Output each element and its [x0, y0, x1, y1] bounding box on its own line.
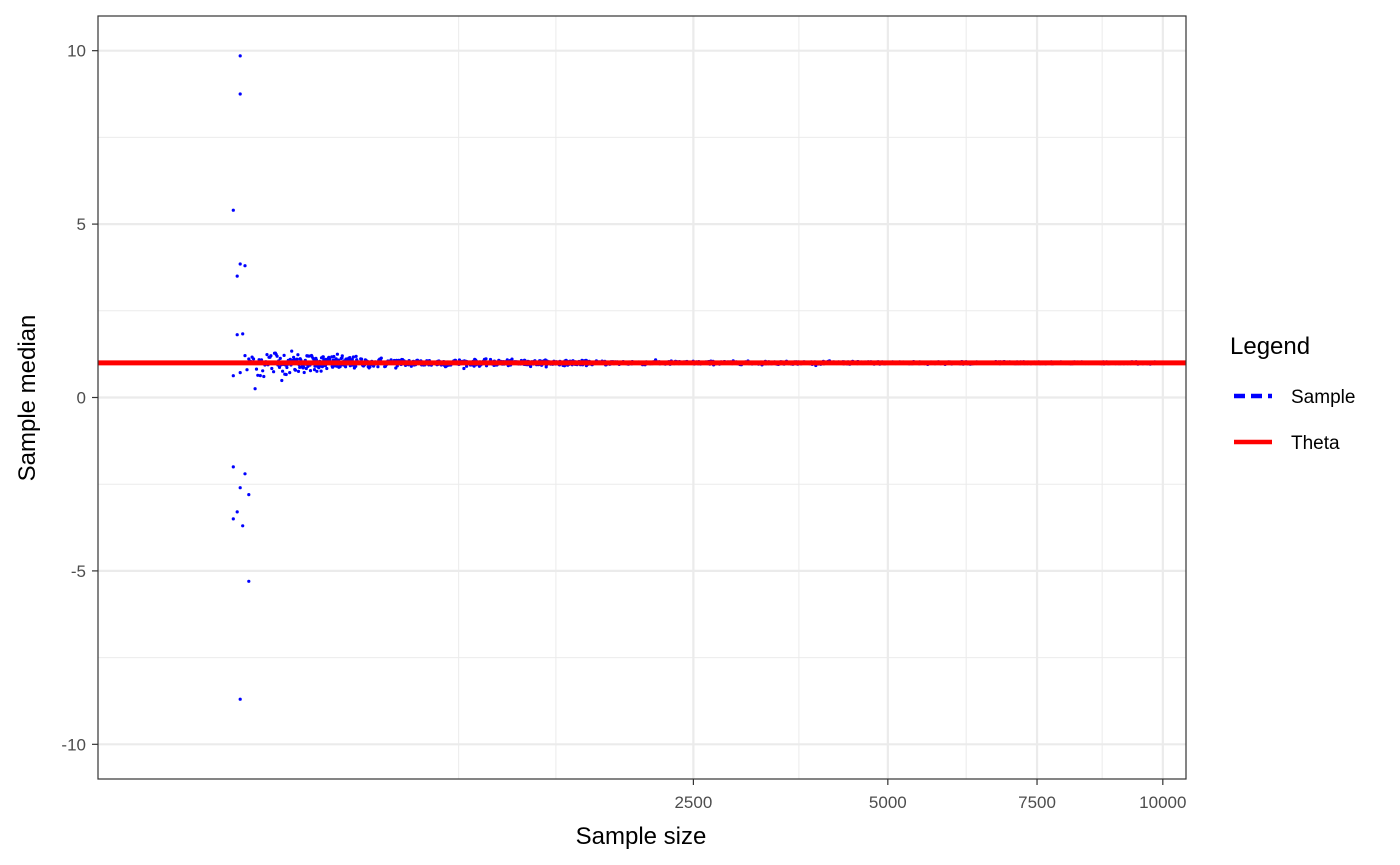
sample-point [231, 465, 235, 469]
sample-point [360, 357, 364, 361]
sample-point [278, 356, 282, 360]
legend-title: Legend [1230, 333, 1310, 360]
x-tick-label: 10000 [1139, 793, 1186, 812]
sample-point [510, 357, 514, 361]
legend-label-sample: Sample [1291, 387, 1355, 408]
sample-point [243, 472, 247, 476]
sample-point [321, 355, 325, 359]
sample-point [252, 357, 256, 361]
sample-point [288, 371, 292, 375]
sample-point [269, 354, 273, 358]
sample-point [256, 373, 260, 377]
sample-point [319, 369, 323, 373]
sample-point [284, 372, 288, 377]
sample-point [296, 353, 300, 357]
sample-point [308, 369, 313, 373]
sample-point [462, 366, 466, 371]
sample-point [334, 357, 338, 361]
sample-point [290, 349, 294, 353]
sample-point [293, 368, 298, 372]
sample-point [354, 354, 358, 358]
sample-point [253, 387, 257, 391]
major-gridlines [98, 16, 1186, 779]
sample-point [247, 357, 251, 361]
x-axis-ticks: 2500 5000 7500 10000 [674, 779, 1186, 812]
sample-point [465, 364, 469, 368]
x-axis-title: Sample size [576, 823, 707, 850]
sample-point [307, 354, 311, 358]
sample-point [270, 366, 274, 371]
sample-point [265, 353, 269, 357]
sample-point [332, 354, 336, 359]
sample-point [277, 365, 282, 369]
y-tick-label: 5 [77, 215, 86, 234]
legend-label-theta: Theta [1291, 433, 1340, 454]
sample-point [285, 365, 289, 370]
sample-point [272, 370, 276, 374]
sample-point [315, 369, 319, 373]
x-tick-label: 2500 [674, 793, 712, 812]
sample-point [484, 357, 488, 361]
sample-point [258, 374, 262, 378]
sample-point [241, 524, 245, 528]
y-axis-ticks: -10 -5 0 5 10 [61, 42, 98, 754]
sample-point [238, 371, 242, 375]
sample-point [335, 352, 339, 356]
sample-point [262, 374, 266, 379]
y-tick-label: 0 [77, 389, 86, 408]
y-tick-label: -10 [61, 735, 86, 754]
sample-point [409, 364, 413, 368]
sample-point [280, 378, 284, 383]
sample-point [235, 333, 239, 337]
sample-point [296, 369, 301, 373]
sample-point [312, 368, 317, 372]
sample-point [235, 274, 239, 278]
sample-point [238, 92, 242, 96]
sample-point [344, 365, 348, 369]
sample-point [379, 356, 383, 360]
sample-point [231, 374, 235, 378]
sample-point [247, 493, 251, 497]
sample-point [243, 264, 247, 268]
sample-point [295, 357, 299, 361]
y-axis-title: Sample median [14, 315, 41, 482]
sample-point [238, 54, 242, 58]
sample-point [243, 354, 247, 358]
x-tick-label: 5000 [869, 793, 907, 812]
sample-point [302, 370, 306, 375]
y-tick-label: 10 [67, 42, 86, 61]
sample-point [238, 486, 242, 490]
sample-point [245, 368, 249, 372]
sample-point [254, 367, 259, 371]
sample-point [231, 517, 235, 521]
sample-point [348, 356, 352, 360]
x-tick-label: 7500 [1018, 793, 1056, 812]
legend: Legend Sample Theta [1230, 333, 1355, 454]
sample-point [247, 579, 251, 583]
sample-point [325, 366, 329, 371]
sample-point [235, 510, 239, 514]
sample-point [231, 208, 235, 212]
sample-point [275, 354, 279, 358]
sample-point [376, 365, 380, 369]
sample-point [351, 355, 355, 359]
sample-point [238, 697, 242, 701]
sample-point [529, 364, 533, 369]
sample-point [281, 369, 285, 373]
sample-point [302, 365, 306, 369]
sample-point [328, 357, 332, 361]
sample-point [261, 369, 265, 373]
sample-point [288, 357, 292, 361]
sample-point [354, 364, 358, 368]
minor-gridlines [98, 16, 1186, 779]
sample-point [340, 354, 344, 358]
y-tick-label: -5 [71, 562, 86, 581]
sample-point [282, 353, 286, 357]
sample-point [238, 262, 242, 266]
sample-point [241, 332, 245, 336]
